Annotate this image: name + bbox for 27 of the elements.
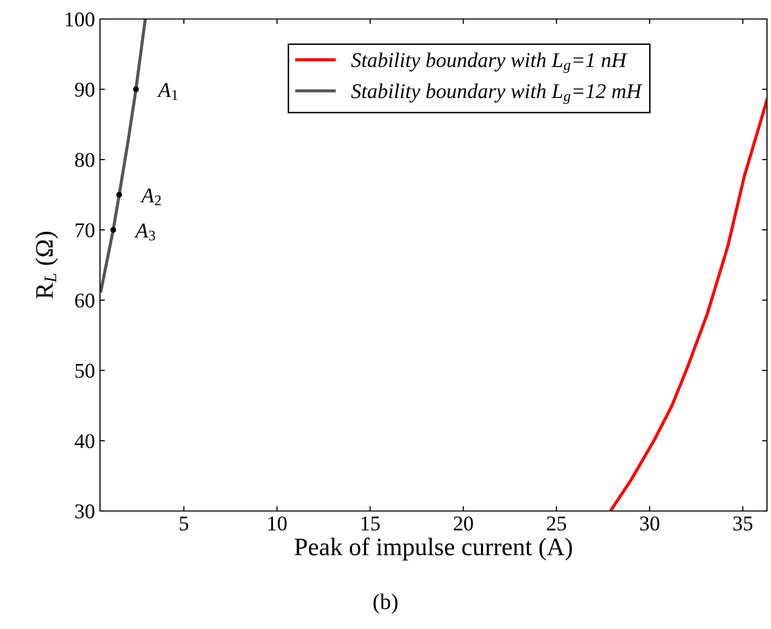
x-tick-label: 5 [180, 516, 188, 531]
annotation: A$_{3}$ [134, 224, 156, 240]
x-tick-label: 30 [640, 516, 660, 531]
x-tick-label: 25 [546, 516, 566, 531]
point [116, 192, 122, 198]
y-axis-title: R$_{L}$ (Ω) [35, 232, 58, 299]
y-tick-label: 60 [75, 294, 94, 308]
legend-label: Stability boundary with L$_{g}$=1 nH [351, 52, 628, 73]
annotation: A$_{2}$ [140, 188, 161, 206]
y-tick-label: 90 [74, 82, 94, 97]
x-tick-label: 10 [268, 516, 287, 531]
x-tick-label: 35 [733, 516, 752, 531]
x-axis-title: Peak of impulse current (A) [294, 538, 572, 560]
line-series [608, 98, 767, 511]
text: (b) [374, 594, 398, 614]
y-tick-label: 30 [75, 504, 94, 518]
point [133, 86, 139, 92]
x-tick-label: 20 [454, 516, 473, 531]
y-tick-label: 80 [75, 152, 94, 168]
y-tick-label: 70 [76, 223, 94, 238]
point [110, 226, 116, 233]
y-tick-label: 40 [74, 434, 94, 448]
y-tick-label: 100 [66, 12, 94, 26]
annotation: A$_{1}$ [157, 83, 178, 100]
y-tick-label: 50 [76, 364, 94, 378]
legend-label: Stability boundary with L$_{g}$=12 mH [351, 84, 642, 104]
x-tick-label: 15 [362, 516, 380, 531]
